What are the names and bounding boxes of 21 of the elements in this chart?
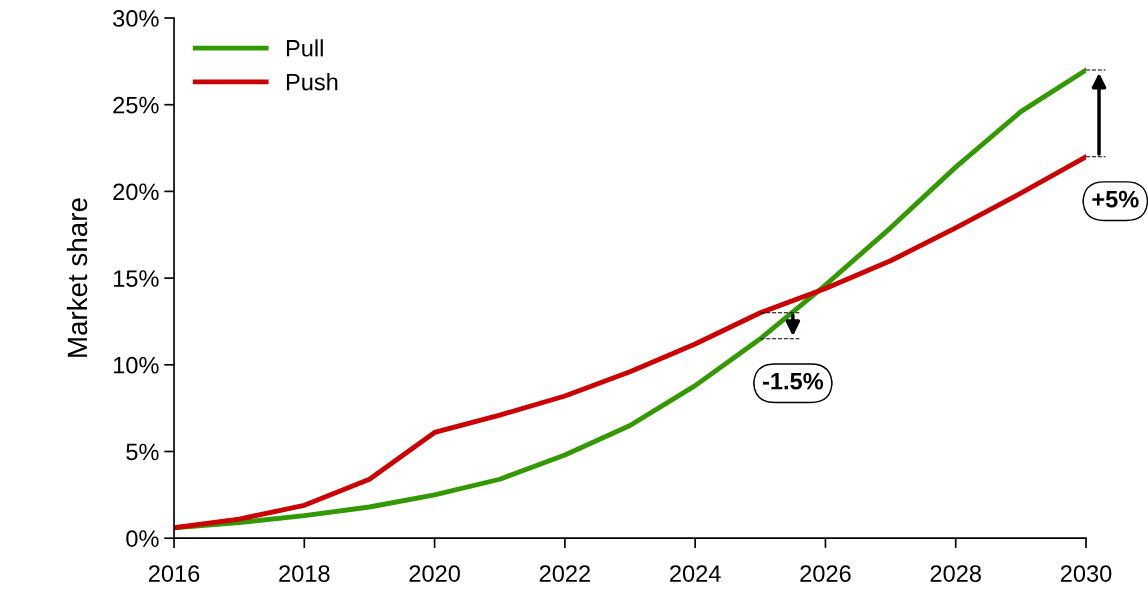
x-tick-label: 2026 bbox=[800, 565, 851, 582]
y-axis-title: Market share bbox=[66, 198, 88, 357]
line-series bbox=[174, 154, 1087, 531]
y-tick-label: 20% bbox=[113, 183, 159, 201]
y-tick-label: 10% bbox=[114, 356, 159, 374]
y-tick-label: 25% bbox=[113, 96, 159, 114]
y-tick-label: 30% bbox=[113, 10, 159, 27]
y-tick-label: 0% bbox=[126, 530, 159, 547]
y-tick-label: 15% bbox=[114, 270, 159, 287]
x-tick-label: 2018 bbox=[279, 565, 330, 582]
text: +5% bbox=[1092, 190, 1139, 208]
x-tick-label: 2028 bbox=[930, 565, 981, 582]
x-tick-label: 2024 bbox=[670, 565, 721, 582]
y-tick-label: 5% bbox=[126, 443, 159, 461]
legend-label: Pull bbox=[286, 39, 323, 57]
legend-label: Push bbox=[286, 73, 338, 91]
x-tick-label: 2016 bbox=[148, 565, 200, 582]
x-tick-label: 2030 bbox=[1060, 565, 1112, 582]
annotation: -1.5% bbox=[762, 372, 824, 390]
x-tick-label: 2022 bbox=[539, 565, 590, 582]
x-tick-label: 2020 bbox=[409, 565, 460, 582]
